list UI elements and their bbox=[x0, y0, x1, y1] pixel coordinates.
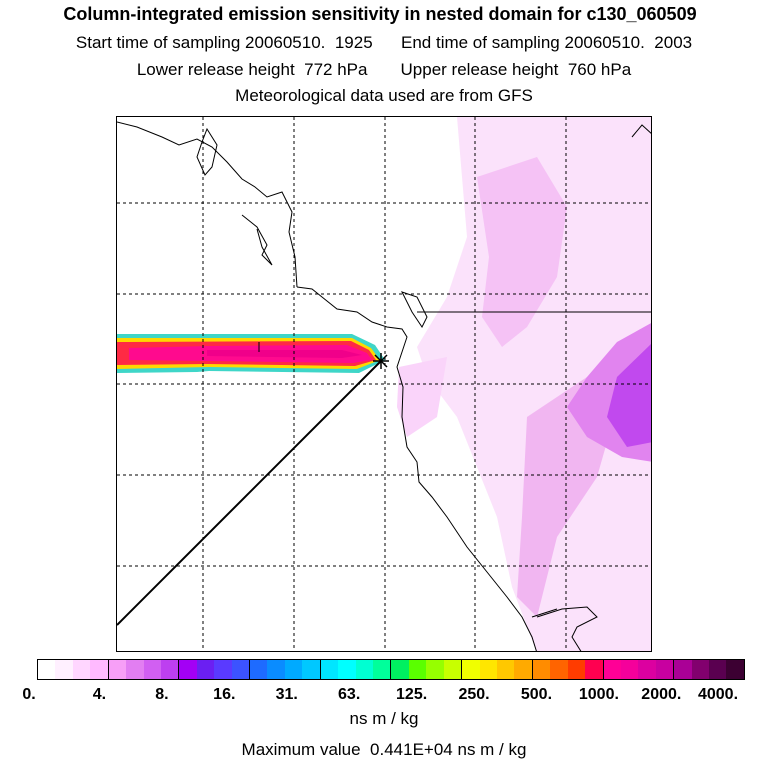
color-scale-cell bbox=[461, 660, 480, 679]
color-scale-cell bbox=[214, 660, 232, 679]
end-time-label: End time of sampling bbox=[401, 33, 560, 52]
coastline-northeast bbox=[631, 124, 651, 138]
color-scale-cell bbox=[408, 660, 427, 679]
color-scale-cell bbox=[302, 660, 320, 679]
color-scale-cell bbox=[426, 660, 444, 679]
color-scale-cell bbox=[90, 660, 108, 679]
color-scale-cell bbox=[531, 660, 551, 679]
color-scale-cell bbox=[673, 660, 692, 679]
color-scale-tick-label: 500. bbox=[520, 686, 553, 703]
coastline-main bbox=[296, 286, 537, 651]
color-scale-cell bbox=[178, 660, 197, 679]
color-scale-bar bbox=[37, 659, 745, 680]
marker-stroke-4 bbox=[374, 354, 388, 368]
color-scale-cell bbox=[691, 660, 710, 679]
color-scale-cell bbox=[602, 660, 621, 679]
bay-inlet bbox=[401, 291, 428, 328]
color-scale-cell bbox=[160, 660, 179, 679]
color-scale-tick-label: 250. bbox=[458, 686, 490, 703]
color-scale-cell bbox=[196, 660, 215, 679]
color-scale-cell bbox=[514, 660, 532, 679]
upper-height-label: Upper release height bbox=[400, 60, 559, 79]
maximum-value: Maximum value 0.441E+04 ns m / kg bbox=[0, 740, 768, 760]
coastline-baja bbox=[536, 606, 598, 651]
color-scale-cell bbox=[373, 660, 391, 679]
color-scale-cell bbox=[443, 660, 462, 679]
color-scale-cell bbox=[355, 660, 374, 679]
start-time-label: Start time of sampling bbox=[75, 33, 241, 52]
sensitivity-region-peak bbox=[607, 343, 651, 447]
color-scale-cell bbox=[479, 660, 497, 679]
color-scale-tick-label: 125. bbox=[396, 686, 428, 703]
legend-units: ns m / kg bbox=[349, 709, 419, 728]
island-vancouver bbox=[196, 127, 218, 176]
max-label: Maximum value bbox=[241, 740, 361, 759]
border-mexico bbox=[531, 608, 558, 618]
color-scale-cell bbox=[38, 660, 56, 679]
release-point-marker[interactable] bbox=[373, 353, 389, 369]
color-scale-tick-label: 31. bbox=[275, 686, 298, 703]
color-scale-cell bbox=[319, 660, 339, 679]
start-time-value: 20060510. 1925 bbox=[245, 33, 373, 52]
color-scale-cell bbox=[107, 660, 127, 679]
color-scale-cell bbox=[126, 660, 144, 679]
coastline-north bbox=[117, 121, 298, 288]
color-scale-cell bbox=[390, 660, 409, 679]
color-scale-cell bbox=[726, 660, 744, 679]
color-scale-tick-label: 4. bbox=[92, 686, 107, 703]
sensitivity-region-coast bbox=[397, 357, 447, 437]
color-scale-tick-label: 4000. bbox=[697, 686, 739, 703]
band-core bbox=[207, 350, 362, 358]
met-data-note: Meteorological data used are from GFS bbox=[235, 86, 533, 105]
color-scale-cell bbox=[655, 660, 674, 679]
upper-height-value: 760 hPa bbox=[567, 60, 632, 79]
color-scale-cell bbox=[231, 660, 250, 679]
color-scale-tick-label: 8. bbox=[155, 686, 169, 703]
end-time-value: 20060510. 2003 bbox=[564, 33, 693, 52]
color-scale-cell bbox=[267, 660, 285, 679]
color-scale-cell bbox=[249, 660, 268, 679]
lower-height-label: Lower release height bbox=[136, 60, 295, 79]
max-value: 0.441E+04 ns m / kg bbox=[370, 740, 527, 759]
sensitivity-region-mid bbox=[477, 157, 567, 347]
color-scale-cell bbox=[496, 660, 515, 679]
sampling-times: Start time of sampling 20060510. 1925 En… bbox=[0, 33, 768, 53]
color-scale-cell bbox=[550, 660, 568, 679]
map-canvas bbox=[117, 117, 651, 651]
graticule bbox=[117, 117, 651, 651]
color-scale-cell bbox=[638, 660, 656, 679]
flight-track bbox=[117, 360, 382, 626]
color-scale-cell bbox=[143, 660, 161, 679]
color-scale-cell bbox=[567, 660, 586, 679]
color-scale-tick-label: 2000. bbox=[641, 686, 682, 703]
lower-height-value: 772 hPa bbox=[304, 60, 368, 79]
color-scale-cell bbox=[284, 660, 303, 679]
color-scale-tick-label: 0. bbox=[22, 686, 36, 703]
coastlines bbox=[117, 121, 651, 651]
emission-band bbox=[117, 334, 385, 373]
color-scale-cell bbox=[620, 660, 639, 679]
coastline-puget bbox=[241, 214, 273, 266]
color-scale-cell bbox=[338, 660, 356, 679]
color-scale-cell bbox=[72, 660, 91, 679]
color-scale-tick-label: 1000. bbox=[578, 686, 619, 703]
map-panel[interactable] bbox=[116, 116, 652, 652]
release-heights: Lower release height 772 hPa Upper relea… bbox=[0, 60, 768, 80]
color-scale-tick-label: 16. bbox=[213, 686, 236, 703]
color-scale-cell bbox=[709, 660, 727, 679]
color-scale-tick-label: 63. bbox=[338, 686, 361, 703]
plot-title: Column-integrated emission sensitivity i… bbox=[63, 4, 697, 24]
color-scale-cell bbox=[585, 660, 603, 679]
color-scale-cell bbox=[55, 660, 73, 679]
